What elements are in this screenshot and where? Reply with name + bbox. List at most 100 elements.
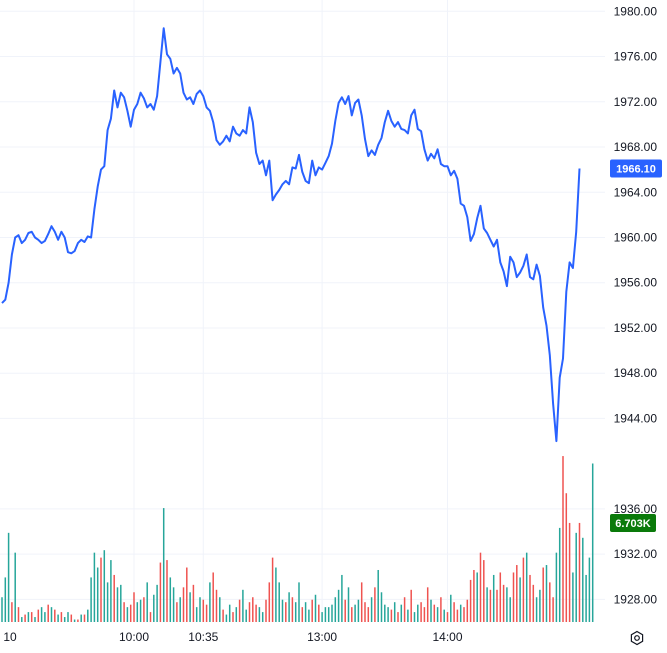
volume-bar (159, 562, 162, 622)
volume-bar (225, 614, 228, 622)
volume-bar (245, 609, 247, 622)
volume-bar (281, 599, 284, 622)
volume-bar (459, 604, 462, 622)
volume-bar (63, 617, 66, 622)
volume-bar (357, 599, 360, 622)
volume-bar (436, 607, 439, 622)
time-axis[interactable]: 10 10:00 10:35 13:00 14:00 (3, 630, 463, 644)
volume-bar (182, 587, 185, 622)
volume-bar (506, 587, 508, 622)
volume-bar (54, 609, 56, 622)
volume-bar (37, 609, 40, 622)
volume-bar (242, 589, 244, 622)
volume-bar (529, 574, 531, 622)
volume-bar (113, 574, 115, 622)
volume-bar (70, 614, 73, 622)
y-tick-label: 1980.00 (614, 4, 658, 18)
volume-bar (176, 602, 178, 622)
volume-bar (153, 594, 155, 622)
last-volume-badge (610, 513, 656, 532)
volume-bar (509, 597, 511, 622)
volume-bar (50, 607, 53, 622)
volume-bar (473, 569, 475, 622)
y-tick-label: 1968.00 (614, 140, 658, 154)
volume-bar (499, 572, 502, 622)
volume-bar (420, 602, 422, 622)
volume-bar (582, 537, 584, 622)
price-axis[interactable]: 1928.00 1932.00 1936.00 1944.00 1948.00 1952.… (614, 4, 658, 606)
volume-bar (219, 597, 221, 622)
volume-bar (21, 617, 23, 622)
y-tick-label: 1960.00 (614, 230, 658, 244)
volume-bar (364, 602, 366, 622)
x-tick-label: 10 (3, 630, 17, 644)
volume-bar (516, 565, 518, 622)
volume-bar (318, 604, 320, 622)
volume-bar (555, 552, 558, 622)
volume-bar (565, 493, 568, 622)
volume-bar (90, 577, 92, 622)
volume-bar (139, 599, 142, 622)
volume-bar (486, 587, 488, 622)
volume-bar (321, 612, 323, 622)
volume-bar (479, 552, 482, 622)
x-tick-label: 13:00 (307, 630, 337, 644)
volume-bar (232, 612, 234, 622)
volume-bar (380, 592, 383, 622)
volume-bar (341, 574, 343, 622)
volume-bar (535, 597, 538, 622)
y-tick-label: 1972.00 (614, 95, 658, 109)
volume-bar (123, 602, 125, 622)
volume-bar (143, 597, 145, 622)
volume-bar (228, 604, 231, 622)
last-price-badge (610, 159, 662, 178)
volume-bar (549, 582, 551, 622)
volume-bar (162, 508, 165, 622)
volume-bar (294, 602, 297, 622)
volume-bar (93, 552, 96, 622)
volume-bar (585, 574, 587, 622)
volume-bar (331, 604, 333, 622)
volume-bar (314, 594, 317, 622)
volume-bar (502, 584, 505, 622)
volume-bar (377, 569, 379, 622)
volume-bar (169, 577, 172, 622)
volume-bar (539, 589, 541, 622)
volume-bar (384, 604, 386, 622)
volume-bar (192, 584, 195, 622)
settings-icon[interactable] (629, 630, 645, 646)
volume-bar (189, 592, 191, 622)
volume-bar (423, 607, 426, 622)
volume-bar (367, 607, 370, 622)
volume-bar (298, 582, 300, 622)
volume-bar (311, 599, 313, 622)
volume-bar (545, 565, 548, 622)
volume-bar (417, 604, 419, 622)
volume-bar (129, 604, 132, 622)
grid-layer (0, 0, 605, 622)
volume-bar (466, 599, 469, 622)
y-tick-label: 1956.00 (614, 276, 658, 290)
volume-bar (17, 607, 20, 622)
volume-bar (476, 572, 478, 622)
volume-bar (278, 582, 280, 622)
volume-bar (568, 522, 571, 622)
volume-bar (57, 614, 59, 622)
x-tick-label: 14:00 (432, 630, 462, 644)
volume-bar (67, 612, 69, 622)
volume-bar (347, 587, 350, 622)
volume-bar (344, 599, 346, 622)
x-tick-label: 10:35 (188, 630, 218, 644)
y-tick-label: 1936.00 (614, 502, 658, 516)
volume-bar (133, 592, 135, 622)
volume-bar (202, 599, 205, 622)
volume-bar (370, 597, 373, 622)
volume-bar (446, 612, 449, 622)
volume-bar (258, 607, 261, 622)
volume-bar (512, 572, 515, 622)
volume-bar (400, 604, 403, 622)
volume-bar (360, 582, 363, 622)
y-tick-label: 1944.00 (614, 411, 658, 425)
